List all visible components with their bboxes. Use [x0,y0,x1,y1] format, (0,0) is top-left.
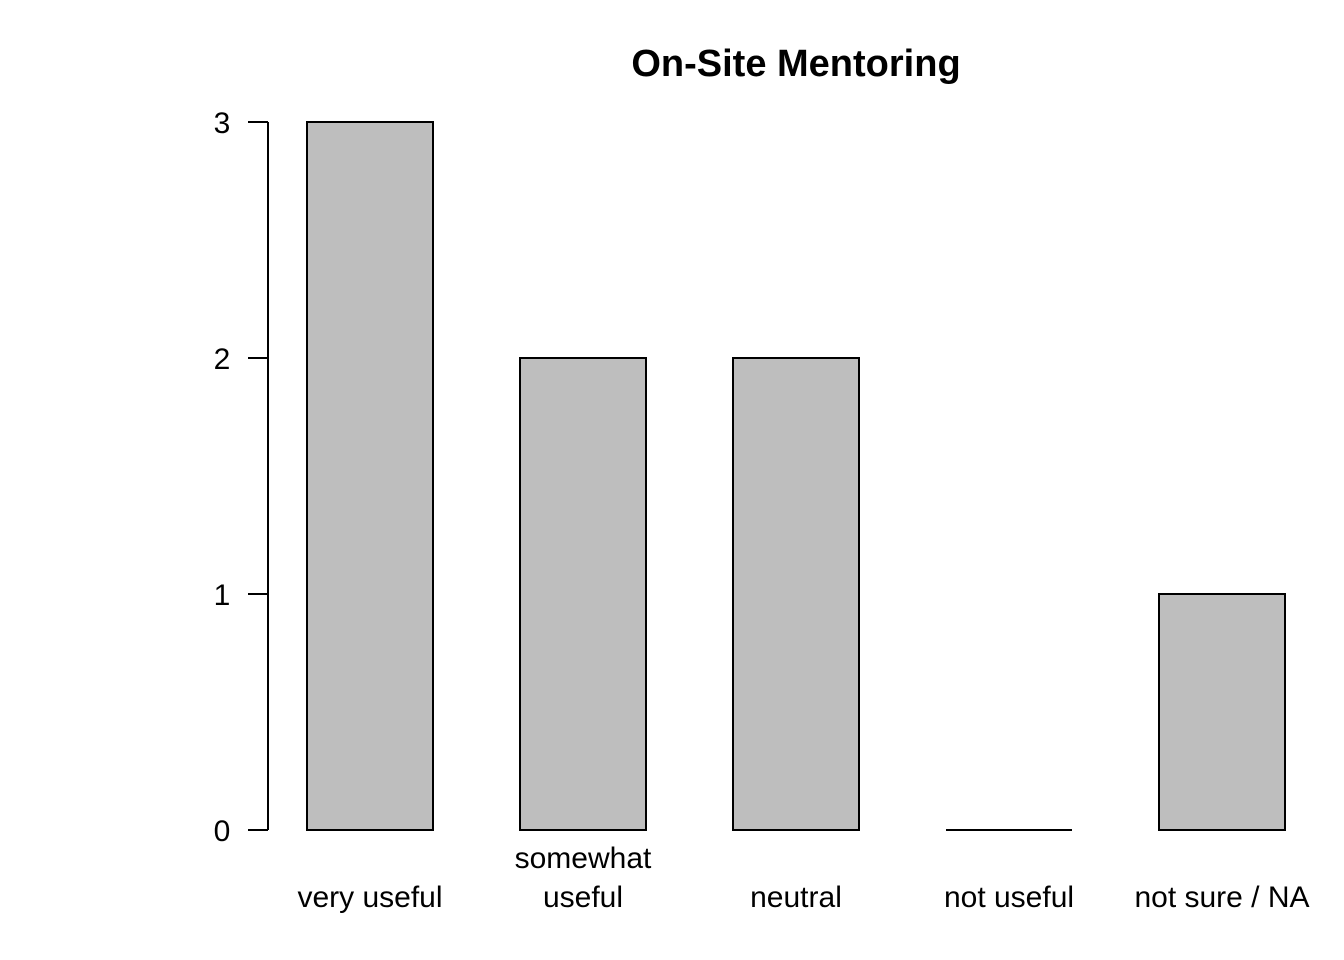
bar [306,121,434,831]
y-axis: 0 1 2 3 [214,107,269,848]
bar [732,357,860,831]
y-tick-label: 0 [214,815,231,848]
y-tick-label: 1 [214,579,231,612]
x-tick-label: not useful [944,881,1074,914]
bar [1158,593,1286,831]
x-tick-label: somewhat [515,842,652,875]
bar [519,357,647,831]
x-axis-labels: very useful somewhat useful neutral not usef… [297,842,1309,914]
x-tick-label: very useful [297,881,442,914]
x-tick-label: useful [543,881,623,914]
x-tick-label: neutral [750,881,842,914]
bars [306,121,1286,831]
y-tick-label: 2 [214,343,231,376]
chart-title: On-Site Mentoring [631,43,960,85]
y-tick-label: 3 [214,107,231,140]
x-tick-label: not sure / NA [1134,881,1309,914]
